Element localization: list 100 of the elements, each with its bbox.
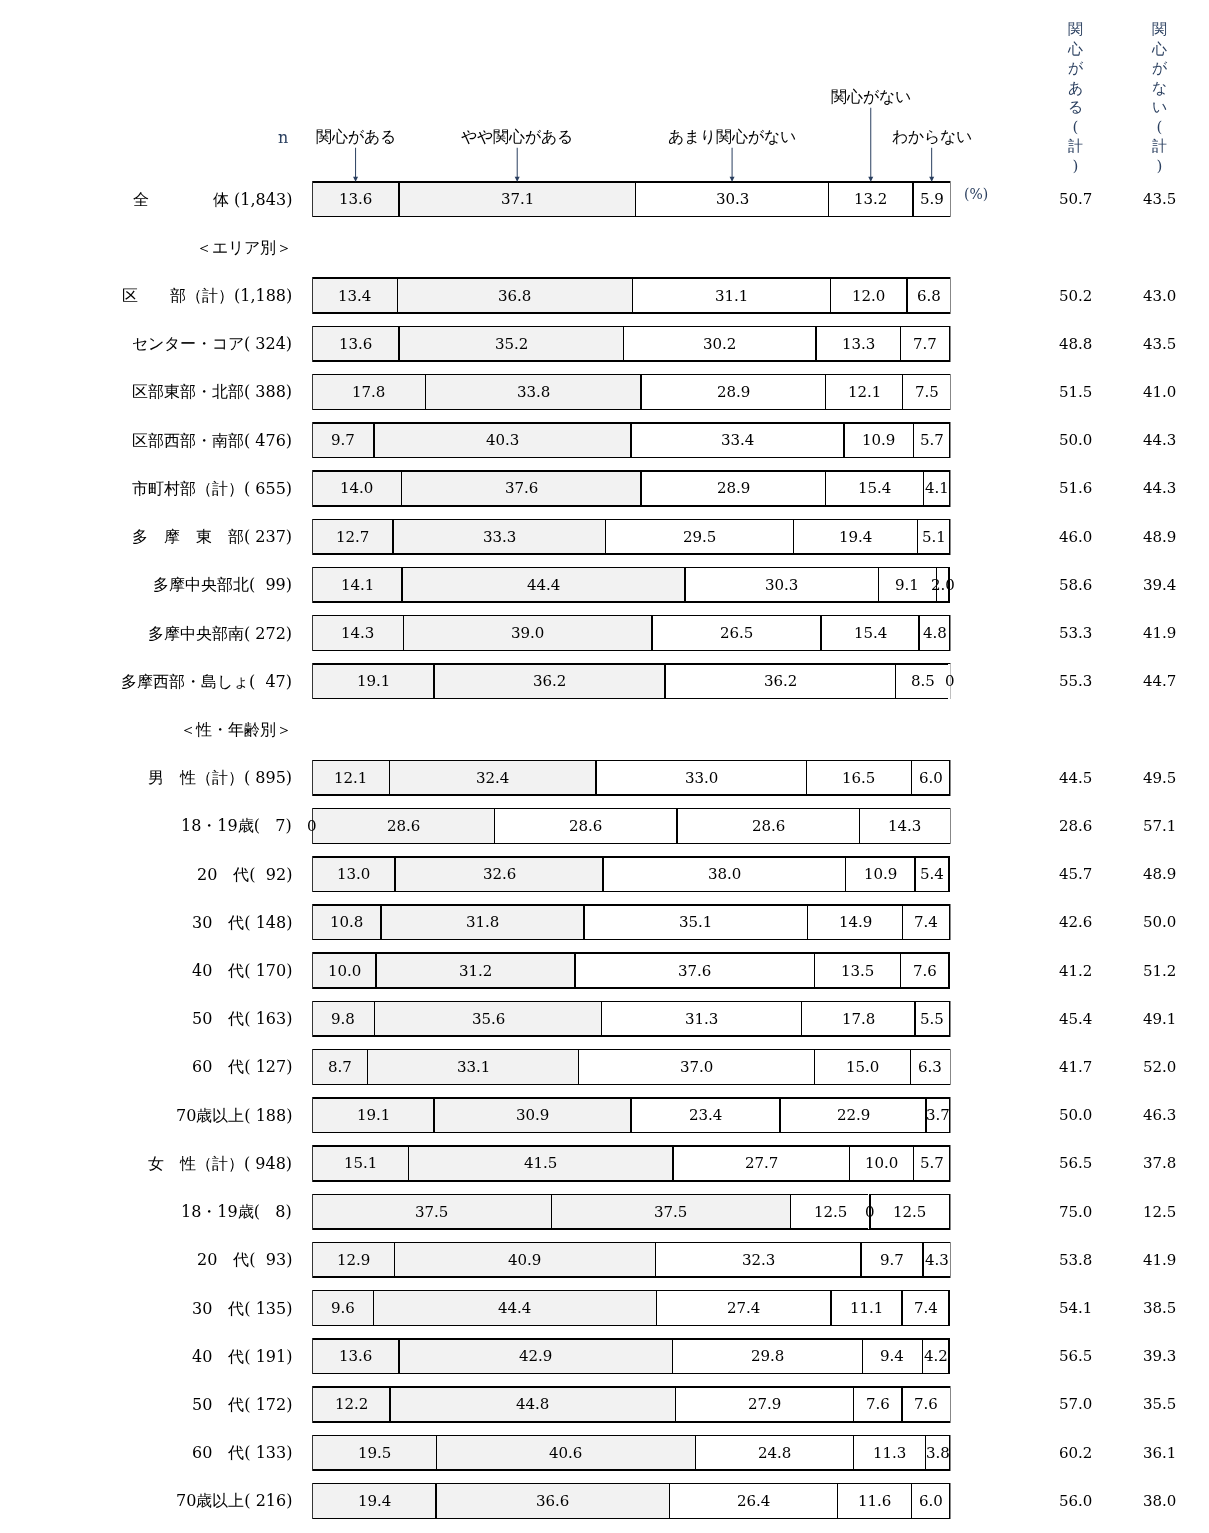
- data-label: 35.1: [679, 913, 713, 931]
- text: 45.7: [1059, 865, 1093, 883]
- data-label: 11.3: [873, 1444, 907, 1462]
- text: 38.5: [1143, 1299, 1177, 1317]
- data-label: 10.8: [330, 913, 364, 931]
- data-label: 13.6: [339, 1347, 373, 1365]
- text: 43.5: [1143, 335, 1177, 353]
- data-label: 15.4: [858, 479, 892, 497]
- y-tick-label: 70歳以上( 188): [160, 1106, 293, 1125]
- data-label: 32.3: [742, 1251, 776, 1269]
- data-label: 13.6: [339, 190, 373, 208]
- data-label: 13.3: [842, 335, 876, 353]
- y-tick-label: 18・19歳( 8): [165, 1202, 292, 1221]
- text: 43.5: [1143, 190, 1177, 208]
- data-label: 37.6: [505, 479, 539, 497]
- text: 51.6: [1059, 479, 1093, 497]
- text: 関心がある(計): [1067, 20, 1084, 175]
- data-label: 13.6: [339, 335, 373, 353]
- data-label: 8.5: [911, 672, 935, 690]
- data-label: 19.4: [839, 528, 873, 546]
- text: 50.0: [1143, 913, 1177, 931]
- data-label: 7.4: [914, 1299, 938, 1317]
- data-label: 28.9: [717, 383, 751, 401]
- text: 53.3: [1059, 624, 1093, 642]
- text: 75.0: [1059, 1203, 1093, 1221]
- data-label: 12.9: [337, 1251, 371, 1269]
- y-tick-label: 70歳以上( 216): [160, 1491, 293, 1510]
- data-label: 6.3: [918, 1058, 942, 1076]
- text: 56.0: [1059, 1492, 1093, 1510]
- text: 12.5: [1143, 1203, 1177, 1221]
- text: 37.8: [1143, 1154, 1177, 1172]
- text: 57.0: [1059, 1395, 1093, 1413]
- data-label: 10.0: [865, 1154, 899, 1172]
- data-label: 9.1: [895, 576, 919, 594]
- data-label: 44.4: [527, 576, 561, 594]
- data-label: 41.5: [524, 1154, 558, 1172]
- data-label: 32.6: [483, 865, 517, 883]
- y-tick-label: 区部東部・北部( 388): [116, 382, 293, 401]
- text: 39.3: [1143, 1347, 1177, 1365]
- text: 46.0: [1059, 528, 1093, 546]
- data-label: 14.0: [340, 479, 374, 497]
- text: 55.3: [1059, 672, 1093, 690]
- data-label: 13.0: [337, 865, 371, 883]
- data-label: 26.4: [737, 1492, 771, 1510]
- y-tick-label: 60 代( 133): [176, 1443, 293, 1462]
- data-label: 10.0: [328, 962, 362, 980]
- data-label: 15.1: [344, 1154, 378, 1172]
- y-tick-label: 男 性（計）( 895): [148, 768, 293, 787]
- data-label: 9.7: [880, 1251, 904, 1269]
- data-label: 4.3: [925, 1251, 949, 1269]
- data-label: 15.0: [846, 1058, 880, 1076]
- text: 44.5: [1059, 769, 1093, 787]
- text: 48.9: [1143, 528, 1177, 546]
- data-label: 36.8: [498, 287, 532, 305]
- y-tick-label: 全 体 (1,843): [133, 190, 293, 209]
- y-tick-label: センター・コア( 324): [116, 334, 293, 353]
- text: 41.9: [1143, 624, 1177, 642]
- text: 41.7: [1059, 1058, 1093, 1076]
- y-tick-label: 多摩中央部南( 272): [132, 624, 293, 643]
- data-label: 4.2: [924, 1347, 948, 1365]
- data-label: 42.9: [519, 1347, 553, 1365]
- data-label: 33.1: [457, 1058, 491, 1076]
- data-label: 35.2: [495, 335, 529, 353]
- data-label: 5.5: [920, 1010, 944, 1028]
- data-label: 5.9: [920, 190, 944, 208]
- text: 53.8: [1059, 1251, 1093, 1269]
- text: 50.2: [1059, 287, 1093, 305]
- text: 60.2: [1059, 1444, 1093, 1462]
- text: 50.0: [1059, 1106, 1093, 1124]
- y-tick-label: 多摩中央部北( 99): [137, 575, 293, 594]
- data-label: 33.3: [483, 528, 517, 546]
- data-label: 24.8: [758, 1444, 792, 1462]
- data-label: 36.2: [764, 672, 798, 690]
- y-tick-label: 50 代( 163): [176, 1009, 293, 1028]
- text: 42.6: [1059, 913, 1093, 931]
- data-label: 8.7: [328, 1058, 352, 1076]
- data-label: 9.6: [331, 1299, 355, 1317]
- text: 49.5: [1143, 769, 1177, 787]
- data-label: 13.4: [338, 287, 372, 305]
- text: 50.7: [1059, 190, 1093, 208]
- data-label: 6.0: [919, 1492, 943, 1510]
- data-label: 40.9: [508, 1251, 542, 1269]
- data-label: 7.6: [866, 1395, 890, 1413]
- y-tick-label: 18・19歳( 7): [165, 816, 292, 835]
- text: 35.5: [1143, 1395, 1177, 1413]
- data-label: 7.4: [914, 913, 938, 931]
- data-label: 5.7: [920, 1154, 944, 1172]
- text: 51.2: [1143, 962, 1177, 980]
- data-label: 31.8: [466, 913, 500, 931]
- y-tick-label: ＜性・年齢別＞: [180, 720, 292, 739]
- data-label: 17.8: [842, 1010, 876, 1028]
- text: 48.8: [1059, 335, 1093, 353]
- data-label: 14.3: [888, 817, 922, 835]
- data-label: 6.8: [917, 287, 941, 305]
- text: 43.0: [1143, 287, 1177, 305]
- y-tick-label: 50 代( 172): [176, 1395, 293, 1414]
- data-label: 44.4: [498, 1299, 532, 1317]
- data-label: 13.5: [841, 962, 875, 980]
- text: 38.0: [1143, 1492, 1177, 1510]
- data-label: 33.0: [685, 769, 719, 787]
